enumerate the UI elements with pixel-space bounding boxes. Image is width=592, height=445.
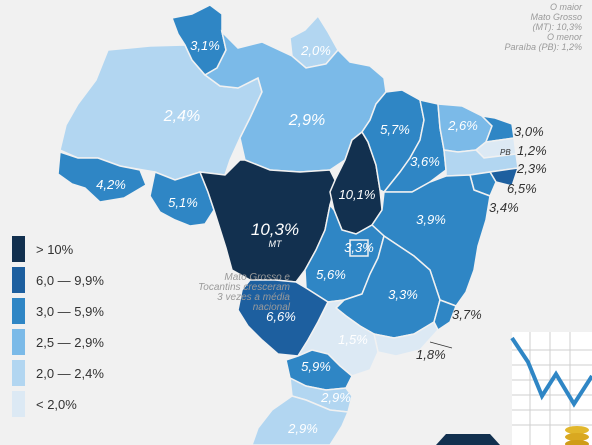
legend-swatch bbox=[12, 236, 25, 262]
partial-graphic bbox=[436, 434, 500, 445]
label-go: 5,6% bbox=[316, 267, 346, 282]
label-ma: 5,7% bbox=[380, 122, 410, 137]
label-ac: 4,2% bbox=[96, 177, 126, 192]
legend-label: 3,0 — 5,9% bbox=[36, 303, 104, 319]
legend-swatch bbox=[12, 391, 25, 417]
label-ba: 3,9% bbox=[416, 212, 446, 227]
label-ce: 2,6% bbox=[447, 118, 478, 133]
legend-label: 6,0 — 9,9% bbox=[36, 272, 104, 288]
label-mt-abbr: MT bbox=[269, 239, 283, 249]
note-line: Mato Grosso bbox=[530, 12, 582, 22]
label-sc: 2,9% bbox=[320, 390, 351, 405]
label-pi: 3,6% bbox=[410, 154, 440, 169]
label-ms: 6,6% bbox=[266, 309, 296, 324]
note-line: O maior bbox=[549, 2, 582, 12]
legend-swatch bbox=[12, 360, 25, 386]
legend-label: 2,5 — 2,9% bbox=[36, 334, 104, 350]
label-es: 3,7% bbox=[452, 307, 482, 322]
label-pe: 2,3% bbox=[516, 161, 547, 176]
state-sp bbox=[296, 298, 379, 377]
legend-swatch bbox=[12, 267, 25, 293]
leader-lines bbox=[429, 341, 453, 349]
label-rs: 2,9% bbox=[287, 421, 318, 436]
label-df: 3,3% bbox=[344, 240, 374, 255]
label-am: 2,4% bbox=[163, 108, 200, 125]
growth-annotation: Mato Grosso e Tocantins cresceram 3 veze… bbox=[150, 273, 290, 313]
legend-item: 2,0 — 2,4% bbox=[12, 360, 104, 386]
legend-item: < 2,0% bbox=[12, 391, 104, 417]
label-ro: 5,1% bbox=[168, 195, 198, 210]
label-mg: 3,3% bbox=[388, 287, 418, 302]
legend-item: > 10% bbox=[12, 236, 104, 262]
label-rj: 1,8% bbox=[416, 347, 446, 362]
legend-label: > 10% bbox=[36, 241, 74, 257]
coin-icon bbox=[565, 433, 589, 441]
legend-item: 3,0 — 5,9% bbox=[12, 298, 104, 324]
state-es bbox=[433, 299, 457, 332]
legend-label: < 2,0% bbox=[36, 396, 77, 412]
legend-label: 2,0 — 2,4% bbox=[36, 365, 104, 381]
label-pb: 1,2% bbox=[517, 143, 547, 158]
note-line: Paraíba (PB): 1,2% bbox=[504, 42, 582, 52]
legend-swatch bbox=[12, 298, 25, 324]
note-line: 3 vezes a média bbox=[217, 292, 290, 303]
label-se: 3,4% bbox=[489, 200, 519, 215]
coin-icon bbox=[565, 426, 589, 434]
label-mt: 10,3% bbox=[251, 220, 299, 239]
note-line: (MT): 10,3% bbox=[532, 22, 582, 32]
legend-item: 2,5 — 2,9% bbox=[12, 329, 104, 355]
legend-swatch bbox=[12, 329, 25, 355]
label-pr: 5,9% bbox=[301, 359, 331, 374]
state-df bbox=[349, 239, 369, 257]
note-line: Mato Grosso e bbox=[224, 272, 290, 283]
label-rn: 3,0% bbox=[514, 124, 544, 139]
state-rj bbox=[373, 320, 439, 357]
label-pb-abbr: PB bbox=[500, 148, 511, 157]
label-to: 10,1% bbox=[339, 187, 376, 202]
label-pa: 2,9% bbox=[288, 112, 325, 129]
extremes-note: O maior Mato Grosso (MT): 10,3% O menor … bbox=[504, 2, 582, 52]
label-al: 6,5% bbox=[507, 181, 537, 196]
state-ac bbox=[57, 150, 147, 203]
label-sp: 1,5% bbox=[338, 332, 368, 347]
decline-chart-icon bbox=[510, 332, 592, 445]
label-rr: 3,1% bbox=[190, 38, 220, 53]
note-line: Tocantins cresceram bbox=[198, 282, 290, 293]
label-ap: 2,0% bbox=[300, 43, 331, 58]
note-line: nacional bbox=[252, 302, 290, 313]
coin-icon bbox=[565, 440, 589, 445]
legend: > 10% 6,0 — 9,9% 3,0 — 5,9% 2,5 — 2,9% 2… bbox=[12, 236, 104, 422]
note-line: O menor bbox=[546, 32, 582, 42]
legend-item: 6,0 — 9,9% bbox=[12, 267, 104, 293]
state-ro bbox=[149, 170, 215, 227]
state-pe bbox=[443, 149, 519, 177]
state-rs bbox=[251, 395, 350, 445]
